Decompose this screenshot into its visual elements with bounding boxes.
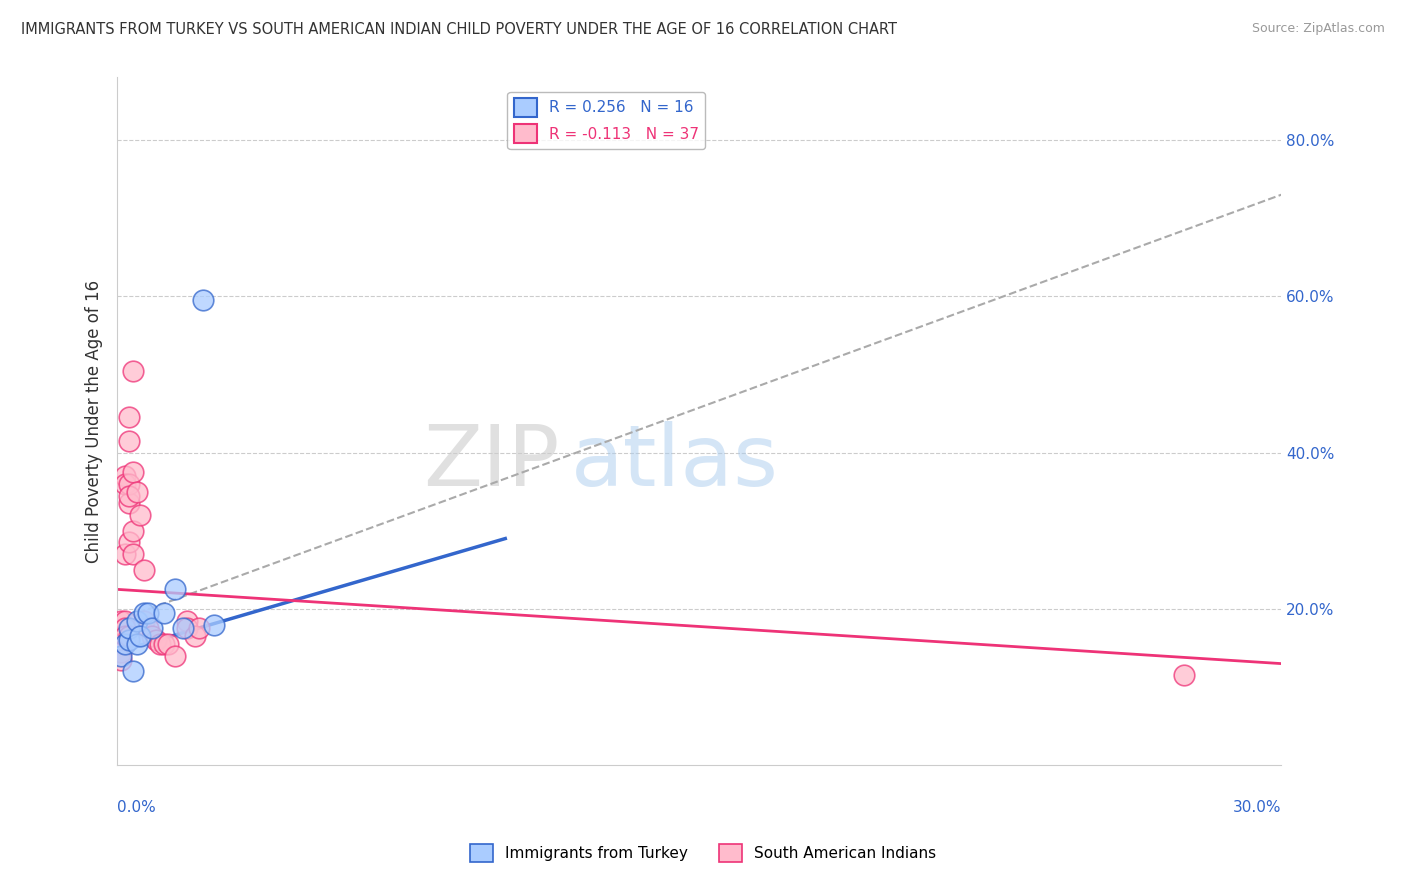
Point [114,614,136,628]
Point [152,606,174,620]
Point [114,637,136,651]
Text: 0.0%: 0.0% [117,799,156,814]
Point [121,465,143,479]
Point [156,637,179,651]
Y-axis label: Child Poverty Under the Age of 16: Child Poverty Under the Age of 16 [86,280,103,563]
Point [118,633,141,648]
Point [118,496,141,510]
Point [110,648,132,663]
Point [118,629,141,643]
Text: 30.0%: 30.0% [1233,799,1281,814]
Point [118,434,141,448]
Point [141,622,163,636]
Point [172,622,194,636]
Text: Source: ZipAtlas.com: Source: ZipAtlas.com [1251,22,1385,36]
Point [134,563,156,577]
Point [121,524,143,538]
Point [141,629,163,643]
Point [176,622,198,636]
Point [152,637,174,651]
Point [110,653,132,667]
Point [145,633,167,648]
Point [121,363,143,377]
Point [184,629,207,643]
Point [118,476,141,491]
Point [118,410,141,425]
Point [118,622,141,636]
Point [165,648,187,663]
Point [165,582,187,597]
Point [114,547,136,561]
Legend: R = 0.256   N = 16, R = -0.113   N = 37: R = 0.256 N = 16, R = -0.113 N = 37 [508,92,704,149]
Point [202,617,225,632]
Point [1173,668,1195,682]
Point [134,606,156,620]
Point [110,614,132,628]
Point [114,476,136,491]
Text: ZIP: ZIP [423,421,560,504]
Point [149,637,172,651]
Point [187,622,209,636]
Point [121,665,143,679]
Point [121,547,143,561]
Point [114,629,136,643]
Point [129,508,152,522]
Point [110,645,132,659]
Point [114,622,136,636]
Point [134,614,156,628]
Point [118,535,141,549]
Text: IMMIGRANTS FROM TURKEY VS SOUTH AMERICAN INDIAN CHILD POVERTY UNDER THE AGE OF 1: IMMIGRANTS FROM TURKEY VS SOUTH AMERICAN… [21,22,897,37]
Point [191,293,214,308]
Text: atlas: atlas [571,421,779,504]
Point [114,469,136,483]
Point [136,606,159,620]
Point [136,622,159,636]
Point [110,637,132,651]
Legend: Immigrants from Turkey, South American Indians: Immigrants from Turkey, South American I… [464,838,942,868]
Point [118,489,141,503]
Point [129,629,152,643]
Point [125,637,148,651]
Point [125,484,148,499]
Point [125,614,148,628]
Point [176,614,198,628]
